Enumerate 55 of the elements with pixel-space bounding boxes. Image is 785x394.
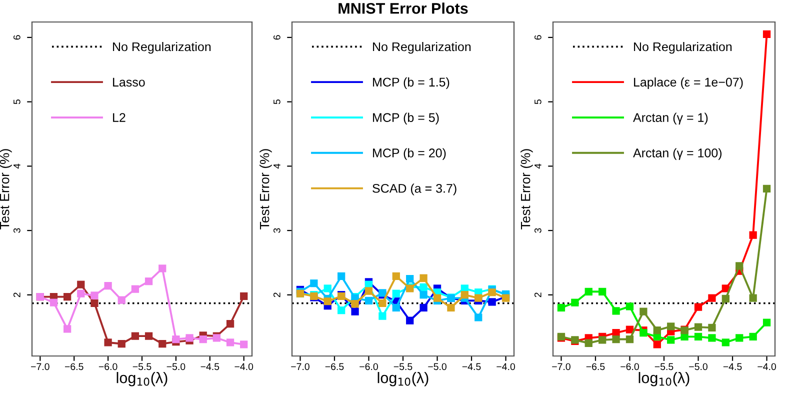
y-tick-label: 6 xyxy=(534,35,542,40)
x-tick-label: −6.5 xyxy=(586,363,605,370)
y-tick-label: 2 xyxy=(534,292,542,298)
legend-label: Arctan (γ = 1) xyxy=(633,112,708,124)
legend-label: MCP (b = 5) xyxy=(373,112,439,124)
x-tick-label: −5.5 xyxy=(394,363,412,370)
x-tick-label: −6.0 xyxy=(98,363,118,370)
legend-label: MCP (b = 1.5) xyxy=(373,77,450,90)
x-tick-label: −7.0 xyxy=(291,363,310,370)
x-tick-label: −5.0 xyxy=(428,363,446,370)
x-axis-title: log$_{10}$(λ) xyxy=(638,372,690,386)
x-tick-label: −4.0 xyxy=(234,363,254,370)
x-tick-label: −6.5 xyxy=(64,363,84,370)
x-tick-label: −4.5 xyxy=(462,363,481,370)
legend-label: L2 xyxy=(113,113,126,122)
y-tick-label: 3 xyxy=(13,228,20,233)
y-tick-label: 5 xyxy=(14,100,20,104)
y-tick-label: 4 xyxy=(274,164,280,169)
legend-label: Lasso xyxy=(113,78,145,87)
legend-label: Laplace (ε = 1e−07) xyxy=(634,77,743,90)
y-tick-label: 3 xyxy=(534,228,542,233)
x-tick-label: −5.5 xyxy=(654,363,674,370)
chart-title: MNIST Error Plots xyxy=(338,2,468,14)
x-tick-label: −7.0 xyxy=(31,363,50,370)
y-tick-label: 4 xyxy=(14,164,20,169)
x-tick-label: −6.0 xyxy=(620,363,639,370)
x-tick-label: −4.0 xyxy=(758,363,776,370)
y-axis-title: Test Error (%) xyxy=(520,149,533,230)
legend-label: No Regularization xyxy=(634,42,732,54)
x-tick-label: −7.0 xyxy=(552,363,570,370)
legend-label: SCAD (a = 3.7) xyxy=(372,184,456,196)
x-axis-title: log$_{10}$(λ) xyxy=(378,372,428,386)
x-axis-title: log$_{10}$(λ) xyxy=(116,372,168,386)
x-tick-label: −5.5 xyxy=(132,363,152,370)
x-tick-label: −4.5 xyxy=(200,363,220,370)
legend-label: Arctan (γ = 100) xyxy=(633,148,722,160)
x-tick-label: −5.0 xyxy=(166,363,186,370)
y-tick-label: 6 xyxy=(13,35,20,40)
y-tick-label: 2 xyxy=(273,292,280,298)
legend-label: No Regularization xyxy=(373,42,471,54)
x-tick-label: −4.5 xyxy=(723,363,742,370)
x-tick-label: −4.0 xyxy=(496,363,515,370)
x-tick-label: −5.0 xyxy=(689,363,708,370)
x-tick-label: −6.0 xyxy=(360,363,378,370)
y-axis-title: Test Error (%) xyxy=(0,149,12,230)
legend-label: MCP (b = 20) xyxy=(373,148,446,160)
y-tick-label: 4 xyxy=(534,164,542,169)
y-tick-label: 5 xyxy=(274,100,280,104)
legend-label: No Regularization xyxy=(113,42,211,54)
y-tick-label: 2 xyxy=(13,292,20,298)
y-tick-label: 6 xyxy=(273,35,280,40)
y-axis-title: Test Error (%) xyxy=(260,149,272,230)
y-tick-label: 3 xyxy=(273,228,280,233)
x-tick-label: −6.5 xyxy=(325,363,344,370)
y-tick-label: 5 xyxy=(534,100,542,104)
